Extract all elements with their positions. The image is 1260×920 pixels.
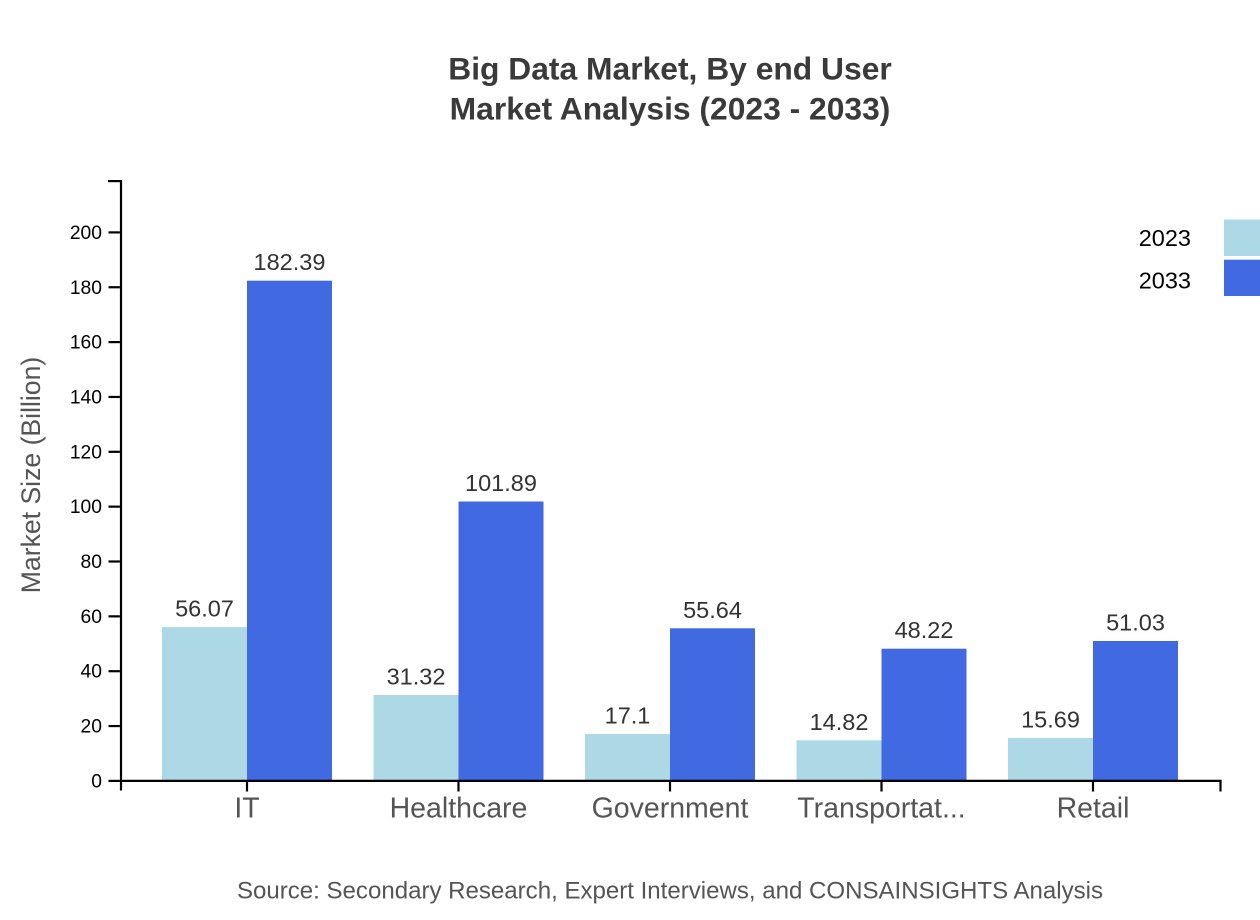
svg-text:15.69: 15.69: [1021, 706, 1080, 732]
svg-text:101.89: 101.89: [465, 470, 537, 496]
svg-text:2023: 2023: [1139, 225, 1191, 251]
svg-text:Big Data Market, By end User: Big Data Market, By end User: [448, 51, 892, 87]
svg-text:200: 200: [70, 223, 102, 244]
svg-text:17.1: 17.1: [605, 703, 651, 729]
svg-text:140: 140: [70, 387, 102, 408]
svg-text:182.39: 182.39: [254, 249, 326, 275]
svg-text:160: 160: [70, 333, 102, 354]
svg-text:Market Analysis (2023 - 2033): Market Analysis (2023 - 2033): [450, 91, 891, 127]
svg-text:80: 80: [81, 552, 102, 573]
svg-text:Transportat...: Transportat...: [797, 793, 965, 825]
svg-text:48.22: 48.22: [895, 617, 954, 643]
svg-text:55.64: 55.64: [683, 597, 742, 623]
svg-text:31.32: 31.32: [387, 664, 446, 690]
svg-text:Retail: Retail: [1057, 793, 1130, 825]
svg-text:Source: Secondary Research, Ex: Source: Secondary Research, Expert Inter…: [237, 878, 1103, 905]
svg-text:Market Size (Billion): Market Size (Billion): [16, 357, 46, 593]
svg-text:120: 120: [70, 442, 102, 463]
svg-text:2033: 2033: [1139, 267, 1191, 293]
svg-text:51.03: 51.03: [1106, 610, 1165, 636]
svg-text:100: 100: [70, 497, 102, 518]
svg-text:180: 180: [70, 278, 102, 299]
svg-text:20: 20: [81, 717, 102, 738]
svg-text:60: 60: [81, 607, 102, 628]
svg-text:Healthcare: Healthcare: [390, 793, 528, 825]
svg-text:Government: Government: [592, 793, 749, 825]
svg-text:40: 40: [81, 662, 102, 683]
svg-text:0: 0: [91, 771, 102, 792]
svg-text:56.07: 56.07: [175, 596, 234, 622]
svg-text:14.82: 14.82: [810, 709, 869, 735]
svg-text:IT: IT: [234, 793, 259, 825]
